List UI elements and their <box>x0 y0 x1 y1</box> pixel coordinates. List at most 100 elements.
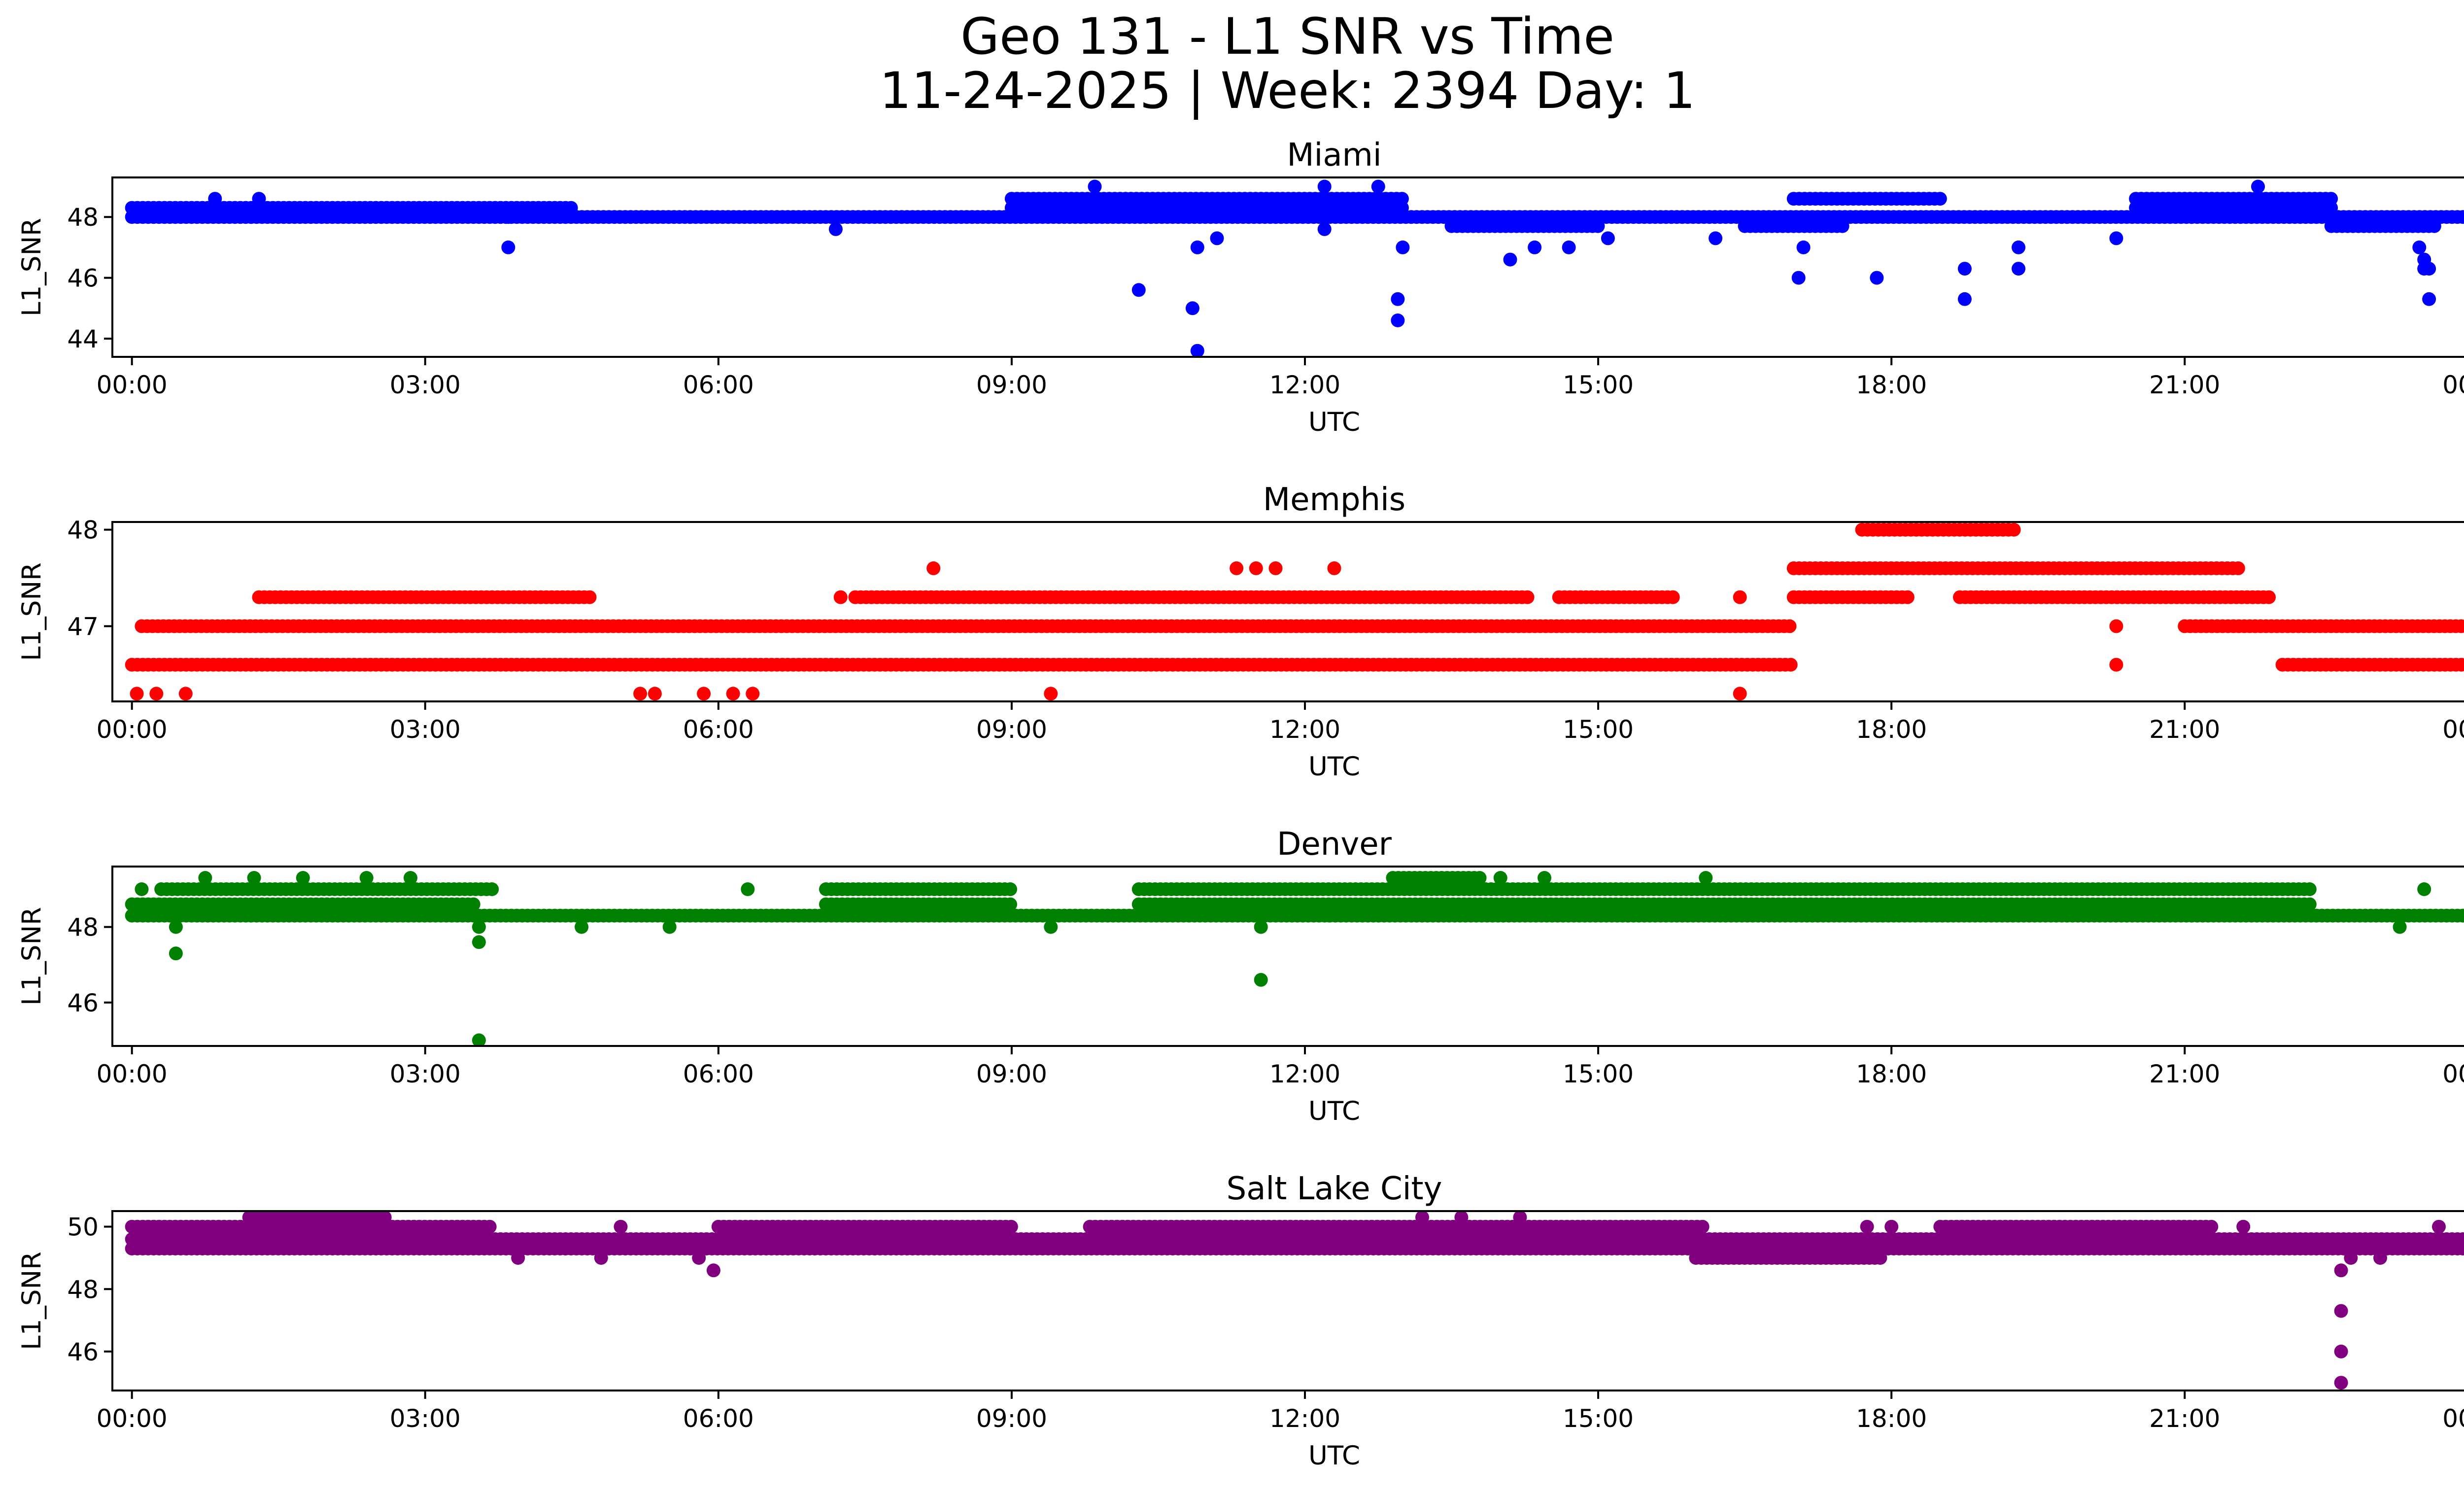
x-tick-label: 00:00 <box>2442 371 2464 399</box>
data-point <box>2460 620 2464 633</box>
data-point-outlier <box>1254 973 1268 987</box>
figure-title-line-2: 11-24-2025 | Week: 2394 Day: 1 <box>879 62 1696 120</box>
data-point-outlier <box>2012 240 2025 254</box>
data-point-outlier <box>1538 871 1551 885</box>
y-tick-label: 48 <box>67 1275 99 1304</box>
figure-title-line-1: Geo 131 - L1 SNR vs Time <box>960 7 1614 66</box>
data-point <box>1783 658 1798 672</box>
y-tick-label: 48 <box>67 913 99 942</box>
chart-panel-denver: 00:00 03:00 06:00 09:00 12:00 15:00 18:00 21:00… <box>17 826 2464 1126</box>
data-point <box>2456 1232 2464 1246</box>
data-point-outlier <box>511 1251 525 1265</box>
x-tick-label: 06:00 <box>683 371 754 399</box>
data-point-outlier <box>1528 240 1542 254</box>
data-point <box>1900 590 1915 604</box>
data-point-outlier <box>247 871 261 885</box>
data-point-outlier <box>2422 262 2436 276</box>
x-tick-label: 18:00 <box>1856 1060 1927 1088</box>
y-axis-label: L1_SNR <box>17 562 47 661</box>
data-point-outlier <box>2236 1219 2251 1234</box>
y-tick-label: 48 <box>67 516 99 545</box>
data-point <box>485 882 499 896</box>
data-point-outlier <box>1185 301 1199 315</box>
data-point-outlier <box>2393 920 2407 934</box>
data-point <box>2460 658 2464 671</box>
data-point-outlier <box>2251 179 2265 194</box>
data-point-outlier <box>1249 561 1263 575</box>
data-point <box>1666 590 1680 604</box>
x-tick-label: 12:00 <box>1269 371 1340 399</box>
data-point <box>1004 1219 1018 1234</box>
x-tick-label: 15:00 <box>1563 371 1634 399</box>
data-point-outlier <box>1454 1211 1469 1224</box>
data-point-outlier <box>1044 687 1058 701</box>
x-tick-label: 06:00 <box>683 1060 754 1088</box>
data-point <box>482 1219 497 1234</box>
data-point <box>2456 908 2464 923</box>
data-point-outlier <box>2334 1304 2348 1318</box>
data-point-outlier <box>1131 283 1146 297</box>
chart-panel-salt-lake-city: 00:00 03:00 06:00 09:00 12:00 15:00 18:00 21:00… <box>17 1171 2464 1471</box>
data-point-outlier <box>359 871 374 885</box>
x-axis-label: UTC <box>1308 752 1360 782</box>
y-axis-label: L1_SNR <box>17 907 47 1006</box>
data-point-outlier <box>692 1251 706 1265</box>
data-point-outlier <box>208 192 222 206</box>
x-tick-label: 12:00 <box>1269 1404 1340 1433</box>
data-point-outlier <box>169 920 183 934</box>
data-point <box>2461 910 2464 921</box>
x-tick-label: 18:00 <box>1856 715 1927 744</box>
data-point-outlier <box>648 687 662 701</box>
data-point-outlier <box>1884 1219 1899 1234</box>
data-point-outlier <box>2334 1344 2348 1358</box>
x-tick-label: 00:00 <box>97 1060 168 1088</box>
data-point-outlier <box>296 871 310 885</box>
data-point <box>2427 219 2441 233</box>
data-point-outlier <box>1210 231 1224 245</box>
panel-title: Denver <box>1277 826 1392 863</box>
data-point-outlier <box>2412 240 2427 254</box>
data-point-outlier <box>1699 871 1713 885</box>
x-tick-label: 03:00 <box>390 371 461 399</box>
data-point <box>2456 210 2464 224</box>
data-point-outlier <box>1044 920 1058 934</box>
data-point-outlier <box>149 687 164 701</box>
data-point <box>2262 590 2276 604</box>
data-point-outlier <box>1317 222 1332 236</box>
data-point-outlier <box>746 687 760 701</box>
x-tick-label: 00:00 <box>97 715 168 744</box>
data-point-outlier <box>2422 292 2436 306</box>
axes-frame <box>111 521 2464 702</box>
x-tick-label: 18:00 <box>1856 1404 1927 1433</box>
data-point-outlier <box>198 871 212 885</box>
data-point <box>1003 897 1017 911</box>
data-point-outlier <box>404 871 417 885</box>
data-point-outlier <box>2109 231 2123 245</box>
panel-title: Miami <box>1287 137 1381 174</box>
data-point-outlier <box>472 935 486 949</box>
x-axis-label: UTC <box>1308 407 1360 437</box>
x-tick-label: 15:00 <box>1563 1404 1634 1433</box>
data-point-outlier <box>2373 1251 2387 1265</box>
panel-title: Memphis <box>1263 482 1405 518</box>
data-point-outlier <box>2417 882 2431 896</box>
axes-frame <box>111 176 2464 358</box>
data-point-outlier <box>1733 590 1747 604</box>
x-tick-label: 21:00 <box>2149 715 2220 744</box>
y-tick-label: 50 <box>67 1213 99 1242</box>
x-tick-label: 00:00 <box>2442 1060 2464 1088</box>
data-point <box>564 201 578 215</box>
data-point-outlier <box>1601 231 1615 245</box>
data-point-outlier <box>662 920 677 934</box>
data-point-outlier <box>697 687 711 701</box>
x-tick-label: 03:00 <box>390 1060 461 1088</box>
data-point <box>2461 211 2464 223</box>
x-tick-label: 03:00 <box>390 1404 461 1433</box>
data-point <box>582 590 597 604</box>
data-point-outlier <box>130 687 144 701</box>
data-point <box>2007 522 2021 537</box>
data-point-outlier <box>1230 561 1244 575</box>
data-point-outlier <box>828 222 843 236</box>
panel-title: Salt Lake City <box>1227 1171 1442 1207</box>
data-point-outlier <box>2344 1251 2358 1265</box>
